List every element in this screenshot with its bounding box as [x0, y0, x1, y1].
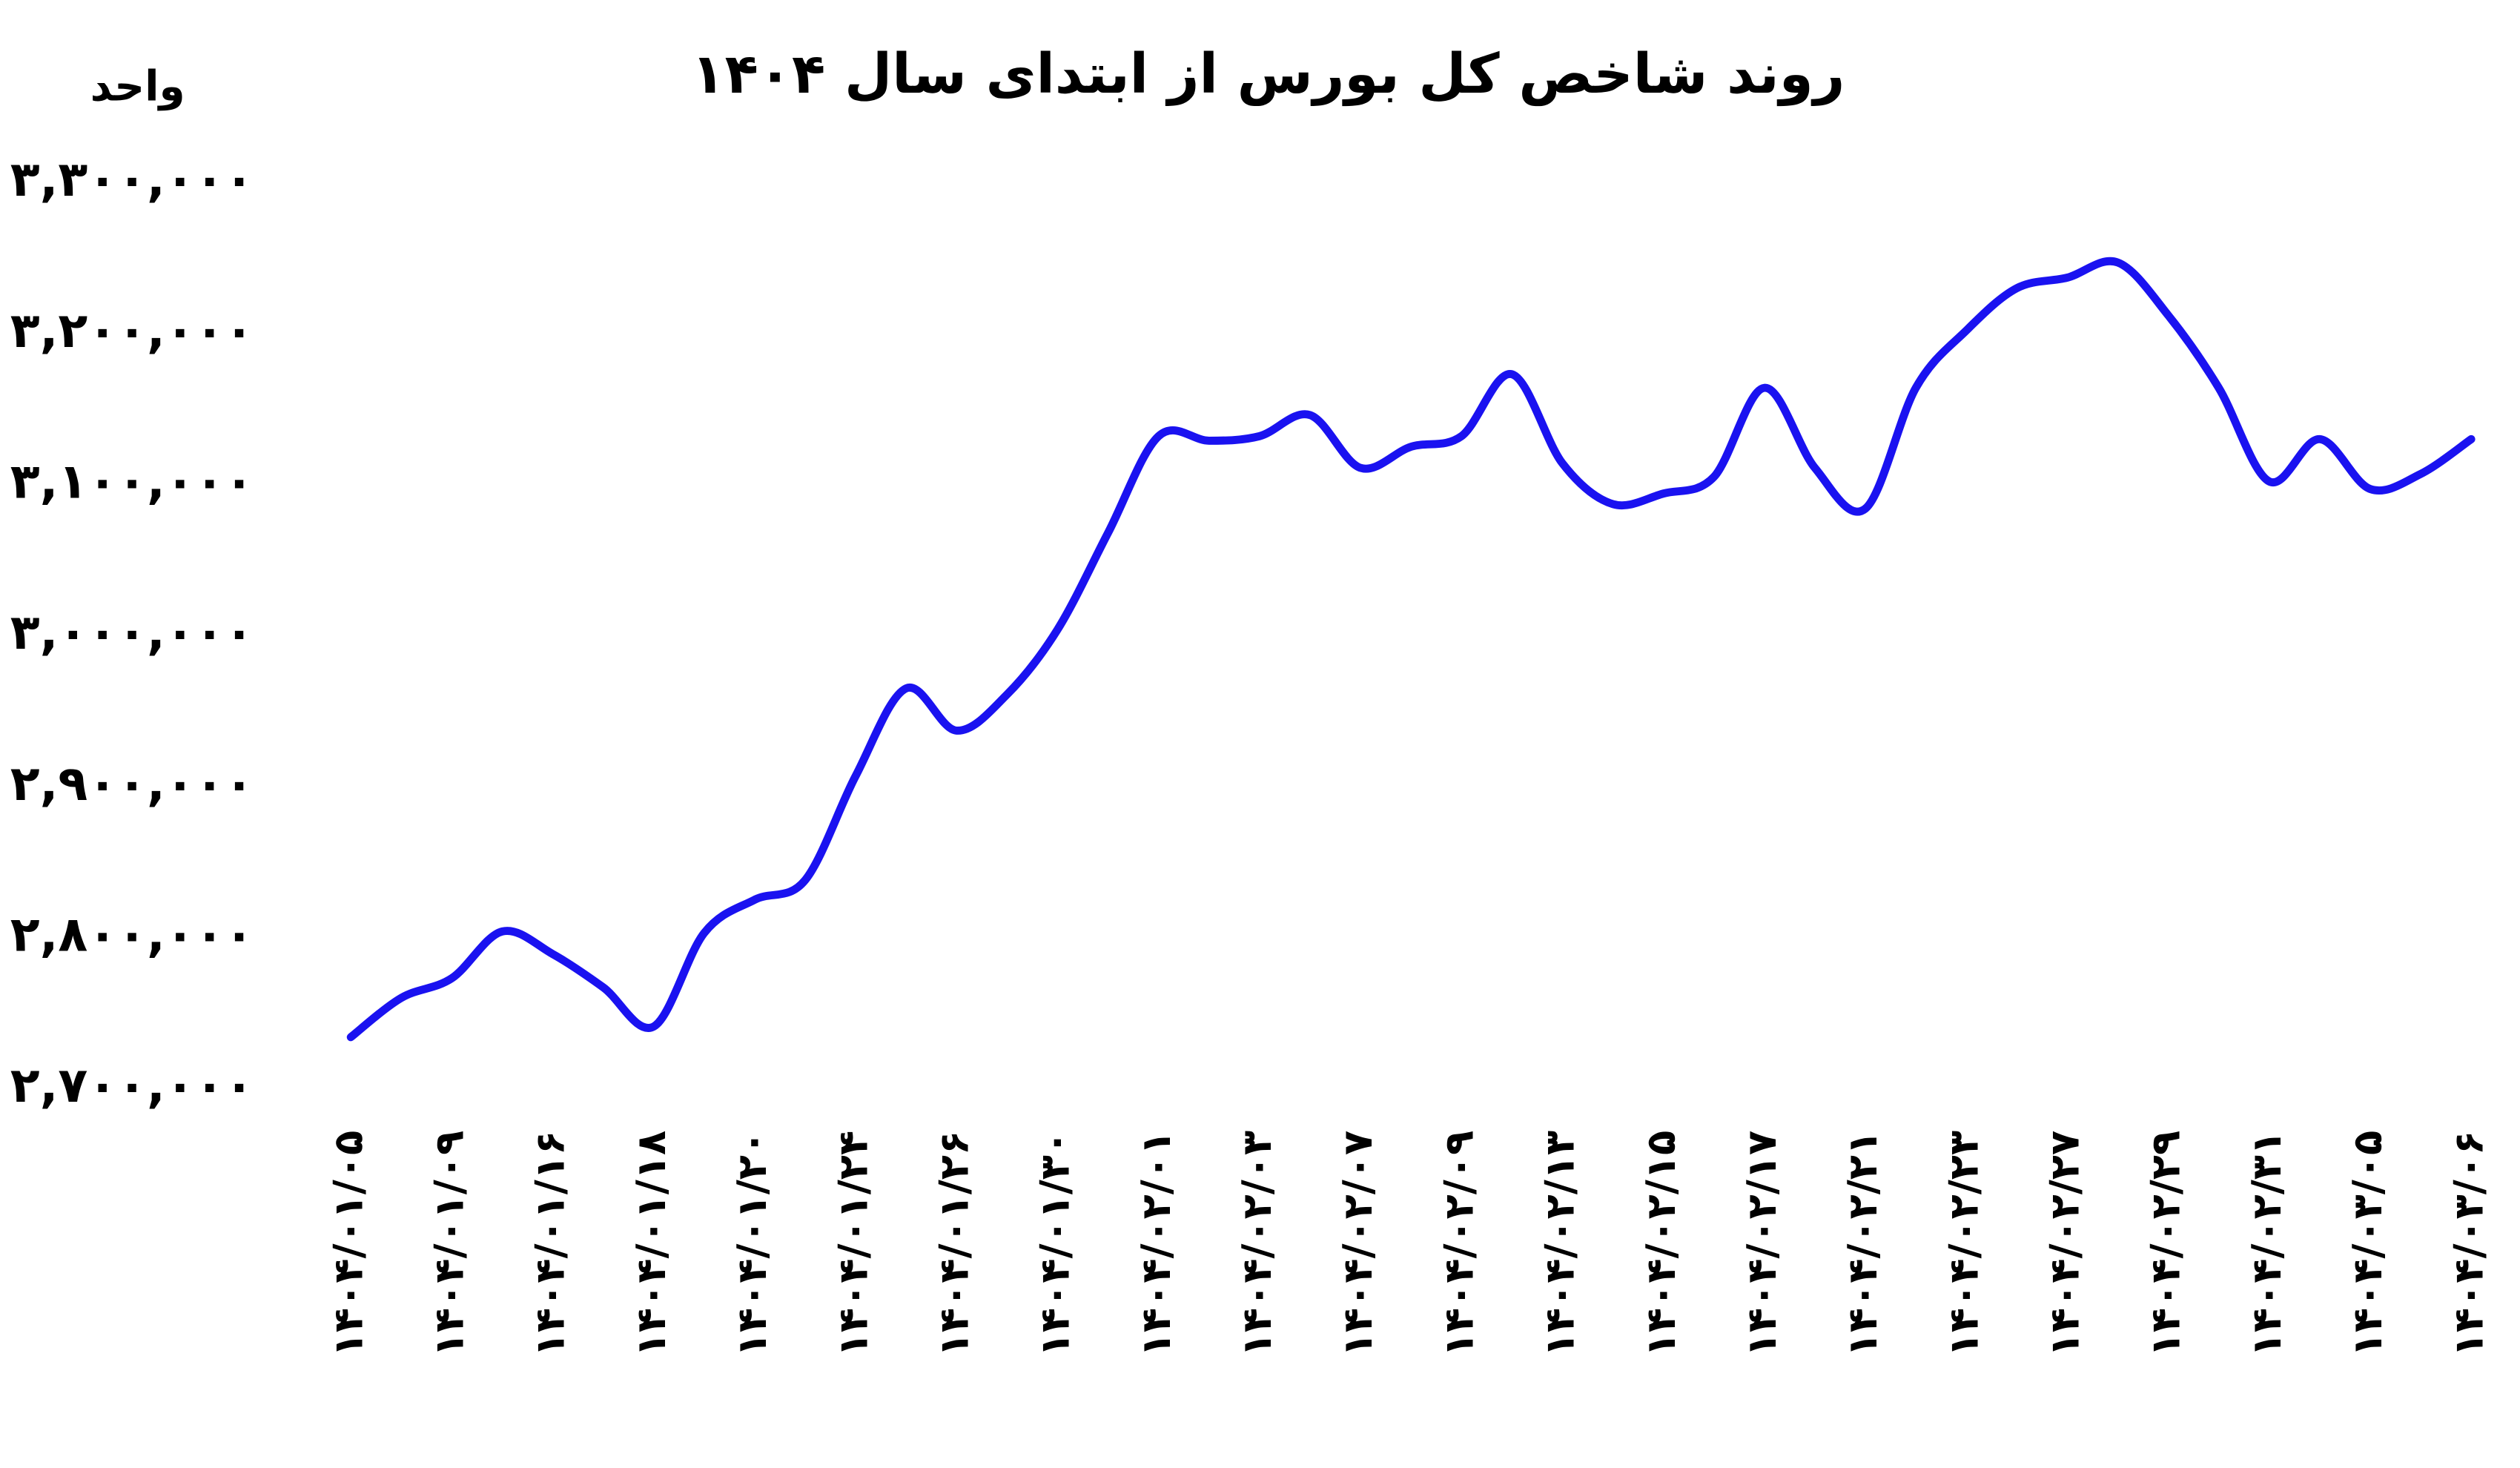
x-tick-label: ۱۴۰۴/۰۱/۲۶ — [930, 1131, 977, 1358]
line — [346, 257, 2476, 1042]
x-tick-label: ۱۴۰۴/۰۱/۲۰ — [728, 1131, 775, 1358]
y-tick-label: ۳,۰۰۰,۰۰۰ — [10, 604, 254, 661]
x-tick-label: ۱۴۰۴/۰۱/۰۹ — [425, 1131, 472, 1358]
x-tick-label: ۱۴۰۴/۰۲/۲۳ — [1939, 1131, 1987, 1358]
x-tick-label: ۱۴۰۴/۰۱/۳۰ — [1031, 1131, 1079, 1358]
x-tick-label: ۱۴۰۴/۰۲/۰۹ — [1435, 1131, 1482, 1358]
x-tick-label: ۱۴۰۴/۰۲/۰۱ — [1132, 1131, 1180, 1358]
x-tick-label: ۱۴۰۴/۰۲/۲۹ — [2142, 1131, 2189, 1358]
y-tick-label: ۲,۹۰۰,۰۰۰ — [10, 756, 254, 812]
x-tick-label: ۱۴۰۴/۰۱/۱۶ — [526, 1131, 574, 1358]
x-tick-label: ۱۴۰۴/۰۲/۰۷ — [1334, 1131, 1381, 1358]
x-tick-label: ۱۴۰۴/۰۲/۱۷ — [1738, 1131, 1785, 1358]
y-tick-label: ۳,۳۰۰,۰۰۰ — [10, 151, 254, 208]
x-tick-label: ۱۴۰۴/۰۲/۲۷ — [2041, 1131, 2089, 1358]
y-axis-label: واحد — [90, 62, 185, 110]
y-tick-label: ۳,۲۰۰,۰۰۰ — [10, 302, 254, 359]
x-tick-label: ۱۴۰۴/۰۱/۲۴ — [829, 1131, 876, 1358]
x-tick-label: ۱۴۰۴/۰۲/۲۱ — [1839, 1131, 1886, 1358]
x-tick-label: ۱۴۰۴/۰۲/۳۱ — [2243, 1131, 2290, 1358]
x-tick-label: ۱۴۰۴/۰۳/۰۵ — [2344, 1131, 2391, 1358]
x-tick-label: ۱۴۰۴/۰۱/۰۵ — [324, 1131, 371, 1358]
x-tick-label: ۱۴۰۴/۰۲/۰۳ — [1233, 1131, 1280, 1358]
x-tick-label: ۱۴۰۴/۰۲/۱۵ — [1637, 1131, 1684, 1358]
y-tick-label: ۲,۷۰۰,۰۰۰ — [10, 1057, 254, 1114]
x-tick-label: ۱۴۰۴/۰۳/۰۶ — [2444, 1131, 2492, 1358]
x-tick-label: ۱۴۰۴/۰۱/۱۸ — [627, 1131, 675, 1358]
chart-title: روند شاخص کل بورس از ابتدای سال ۱۴۰۴ — [691, 42, 1845, 107]
y-tick-label: ۳,۱۰۰,۰۰۰ — [10, 454, 254, 510]
y-tick-label: ۲,۸۰۰,۰۰۰ — [10, 907, 254, 963]
x-tick-label: ۱۴۰۴/۰۲/۱۳ — [1536, 1131, 1584, 1358]
